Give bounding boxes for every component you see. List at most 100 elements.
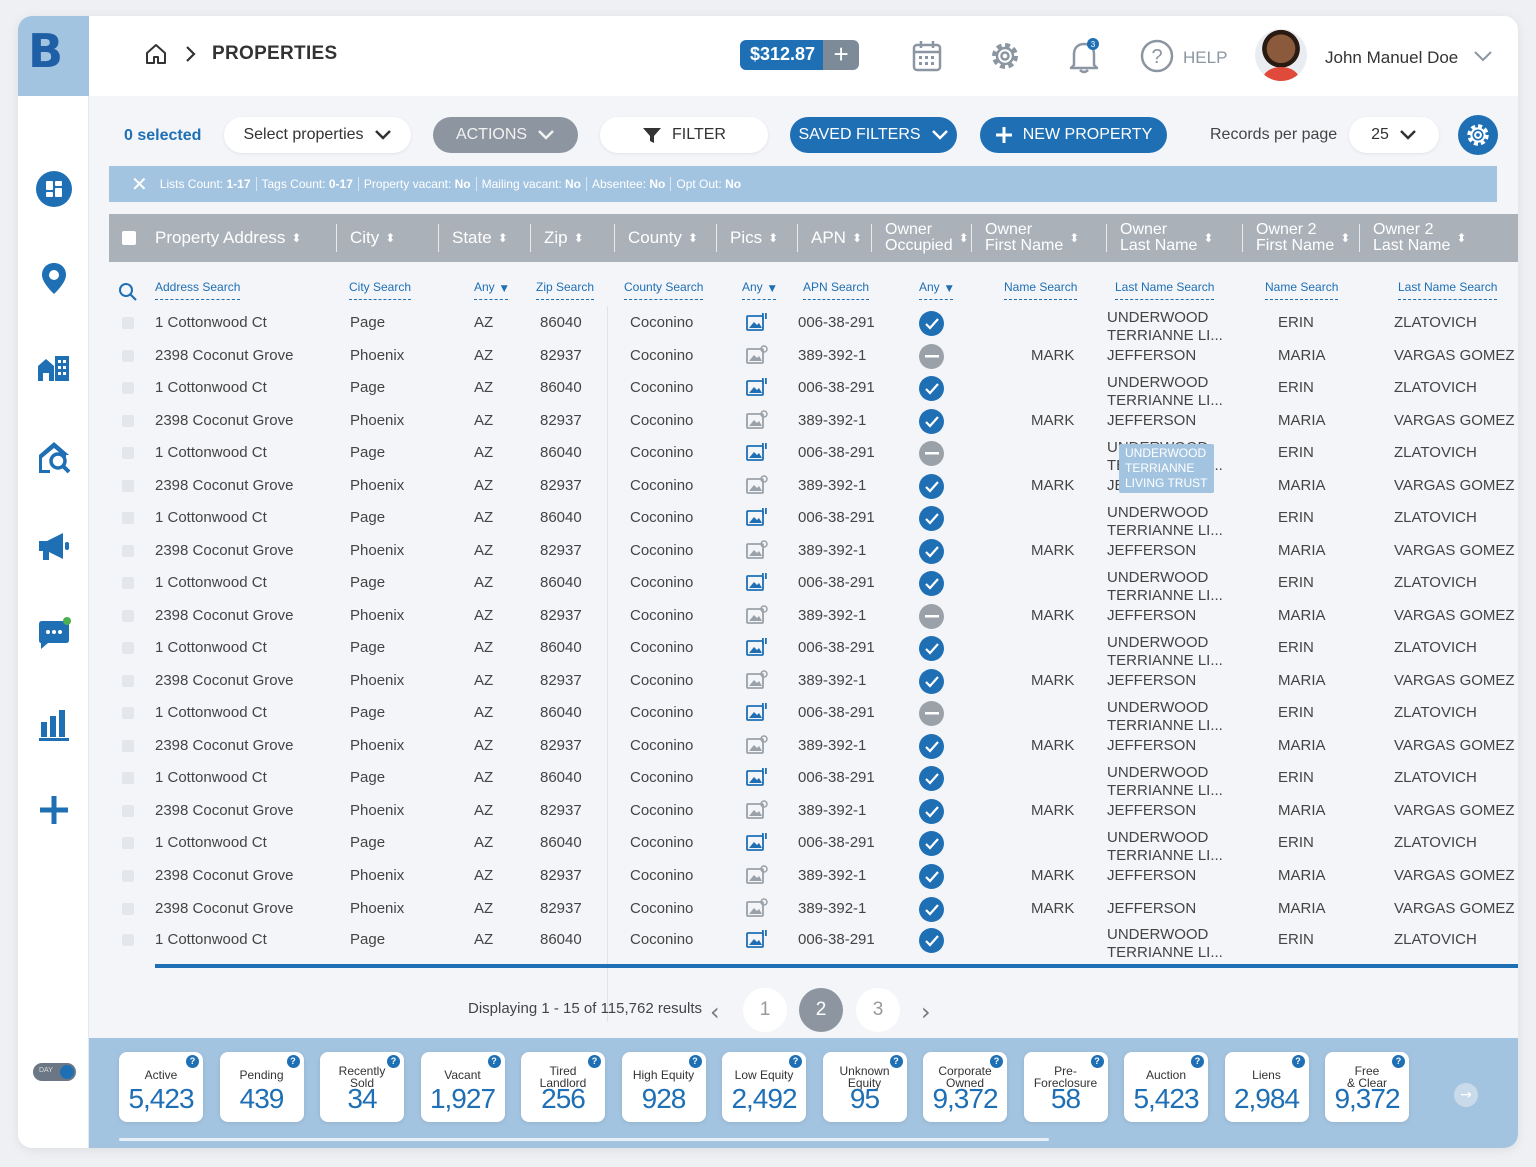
row-checkbox[interactable] <box>122 610 134 622</box>
table-row[interactable]: 1 Cottonwood Ct Page AZ 86040 Coconino 006-38… <box>109 826 1518 864</box>
filter-chip[interactable]: Absentee: No <box>586 177 670 191</box>
photos-icon[interactable] <box>746 637 768 661</box>
add-funds-button[interactable]: + <box>823 40 860 70</box>
photos-icon[interactable] <box>746 442 768 466</box>
help-label[interactable]: HELP <box>1183 48 1228 67</box>
table-row[interactable]: 2398 Coconut Grove Phoenix AZ 82937 Coconino… <box>109 534 1518 566</box>
sort-icon[interactable]: ⬍ <box>1456 231 1467 245</box>
photos-icon[interactable] <box>746 377 768 401</box>
column-header[interactable]: Zip ⬍ <box>544 214 584 262</box>
page-button[interactable]: 2 <box>799 988 843 1032</box>
table-row[interactable]: 2398 Coconut Grove Phoenix AZ 82937 Coconino… <box>109 664 1518 696</box>
row-checkbox[interactable] <box>122 740 134 752</box>
row-checkbox[interactable] <box>122 447 134 459</box>
no-photos-icon[interactable] <box>746 410 768 434</box>
sort-icon[interactable]: ⬍ <box>291 231 302 245</box>
select-properties-dropdown[interactable]: Select properties <box>224 117 411 153</box>
row-checkbox[interactable] <box>122 870 134 882</box>
stat-card[interactable]: Recently Sold 34? <box>320 1052 404 1122</box>
table-row[interactable]: 2398 Coconut Grove Phoenix AZ 82937 Coconino… <box>109 404 1518 436</box>
row-checkbox[interactable] <box>122 772 134 784</box>
sort-icon[interactable]: ⬍ <box>768 231 779 245</box>
filter-chip[interactable]: Opt Out: No <box>670 177 746 191</box>
stat-card[interactable]: Corporate Owned 9,372? <box>923 1052 1007 1122</box>
chevron-down-icon[interactable] <box>1473 50 1493 62</box>
no-photos-icon[interactable] <box>746 865 768 889</box>
column-filter-input[interactable]: Zip Search <box>536 280 595 300</box>
page-button[interactable]: 3 <box>856 988 900 1032</box>
column-header[interactable]: State ⬍ <box>452 214 508 262</box>
column-header[interactable]: Pics ⬍ <box>730 214 778 262</box>
stat-card[interactable]: Pending 439? <box>219 1052 304 1122</box>
stat-card[interactable]: Vacant 1,927? <box>420 1052 505 1122</box>
stats-next-icon[interactable]: → <box>1454 1083 1478 1107</box>
records-per-page-select[interactable]: 25 <box>1349 117 1439 153</box>
no-photos-icon[interactable] <box>746 670 768 694</box>
photos-icon[interactable] <box>746 832 768 856</box>
table-row[interactable]: 2398 Coconut Grove Phoenix AZ 82937 Coconino… <box>109 599 1518 631</box>
stat-card[interactable]: Free & Clear 9,372? <box>1325 1052 1409 1122</box>
column-header[interactable]: Property Address ⬍ <box>155 214 301 262</box>
filter-chip[interactable]: Mailing vacant: No <box>475 177 586 191</box>
table-row[interactable]: 1 Cottonwood Ct Page AZ 86040 Coconino 006-38… <box>109 923 1518 961</box>
column-header[interactable]: Owner Last Name ⬍ <box>1120 214 1213 262</box>
table-row[interactable]: 1 Cottonwood Ct Page AZ 86040 Coconino 006-38… <box>109 501 1518 539</box>
info-icon[interactable]: ? <box>1392 1055 1405 1068</box>
row-checkbox[interactable] <box>122 837 134 849</box>
sort-icon[interactable]: ⬍ <box>1203 231 1214 245</box>
settings-gear-icon[interactable] <box>985 36 1025 76</box>
plus-icon[interactable] <box>18 782 89 838</box>
saved-filters-button[interactable]: SAVED FILTERS <box>790 117 957 153</box>
filter-chip[interactable]: Lists Count: 1-17 <box>159 177 251 191</box>
row-checkbox[interactable] <box>122 350 134 362</box>
column-filter-input[interactable]: Name Search <box>1265 280 1339 300</box>
megaphone-icon[interactable] <box>18 518 89 574</box>
filter-button[interactable]: FILTER <box>600 117 768 153</box>
row-checkbox[interactable] <box>122 707 134 719</box>
table-row[interactable]: 1 Cottonwood Ct Page AZ 86040 Coconino 006-38… <box>109 436 1518 474</box>
select-all-checkbox[interactable] <box>122 231 136 245</box>
stat-card[interactable]: Liens 2,984? <box>1224 1052 1309 1122</box>
table-row[interactable]: 1 Cottonwood Ct Page AZ 86040 Coconino 006-38… <box>109 761 1518 799</box>
table-row[interactable]: 1 Cottonwood Ct Page AZ 86040 Coconino 006-38… <box>109 306 1518 344</box>
sort-icon[interactable]: ⬍ <box>497 231 508 245</box>
stat-card[interactable]: Low Equity 2,492? <box>722 1052 806 1122</box>
table-row[interactable]: 2398 Coconut Grove Phoenix AZ 82937 Coconino… <box>109 729 1518 761</box>
bell-icon[interactable]: 3 <box>1064 36 1104 76</box>
no-photos-icon[interactable] <box>746 345 768 369</box>
stat-card[interactable]: Tired Landlord 256? <box>521 1052 605 1122</box>
info-icon[interactable]: ? <box>1291 1055 1305 1068</box>
chat-icon[interactable] <box>18 606 89 662</box>
column-header[interactable]: Owner Occupied ⬍ <box>885 214 969 262</box>
no-photos-icon[interactable] <box>746 800 768 824</box>
row-checkbox[interactable] <box>122 675 134 687</box>
dashboard-icon[interactable] <box>18 161 89 217</box>
stat-card[interactable]: Unknown Equity 95? <box>822 1052 907 1122</box>
no-photos-icon[interactable] <box>746 898 768 922</box>
info-icon[interactable]: ? <box>1090 1055 1104 1068</box>
row-checkbox[interactable] <box>122 512 134 524</box>
row-checkbox[interactable] <box>122 805 134 817</box>
clear-filters-icon[interactable]: ✕ <box>131 172 148 196</box>
no-photos-icon[interactable] <box>746 475 768 499</box>
info-icon[interactable]: ? <box>990 1055 1003 1068</box>
day-night-toggle[interactable]: DAY <box>33 1063 76 1081</box>
row-checkbox[interactable] <box>122 577 134 589</box>
row-checkbox[interactable] <box>122 317 134 329</box>
help-icon[interactable]: ? <box>1137 36 1177 76</box>
table-row[interactable]: 2398 Coconut Grove Phoenix AZ 82937 Coconino… <box>109 859 1518 891</box>
column-header[interactable]: County ⬍ <box>628 214 698 262</box>
filter-chip[interactable]: Tags Count: 0-17 <box>255 177 358 191</box>
bar-chart-icon[interactable] <box>18 696 89 752</box>
table-row[interactable]: 1 Cottonwood Ct Page AZ 86040 Coconino 006-38… <box>109 631 1518 669</box>
column-filter-input[interactable]: City Search <box>349 280 412 300</box>
home-icon[interactable] <box>144 42 168 66</box>
calendar-icon[interactable] <box>907 36 947 76</box>
info-icon[interactable]: ? <box>387 1055 400 1068</box>
buildings-icon[interactable] <box>18 338 89 394</box>
balance-widget[interactable]: $312.87 + <box>740 40 860 70</box>
table-row[interactable]: 2398 Coconut Grove Phoenix AZ 82937 Coconino… <box>109 469 1518 501</box>
photos-icon[interactable] <box>746 572 768 596</box>
sort-icon[interactable]: ⬍ <box>573 231 584 245</box>
photos-icon[interactable] <box>746 929 768 953</box>
